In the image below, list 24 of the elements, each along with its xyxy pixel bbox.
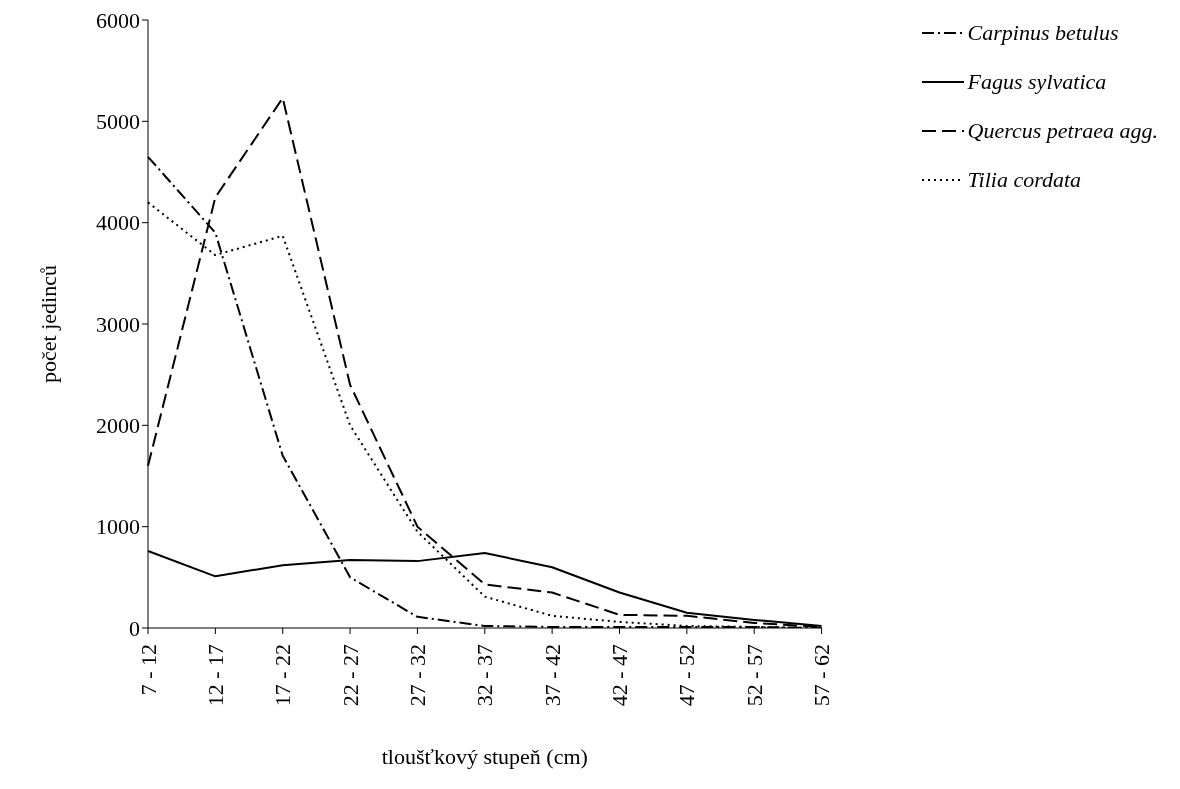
y-tick-label: 6000 [96,7,140,33]
legend-label: Tilia cordata [967,166,1082,193]
y-tick-label: 5000 [96,109,140,135]
x-axis-title: tloušťkový stupeň (cm) [381,743,588,769]
x-tick-label: 27 - 32 [404,644,430,707]
x-tick-label: 12 - 17 [202,644,228,707]
x-tick-label: 37 - 42 [539,644,565,707]
legend-label: Carpinus betulus [967,19,1119,46]
x-tick-label: 32 - 37 [472,644,498,707]
x-tick-label: 47 - 52 [674,644,700,707]
y-tick-label: 1000 [96,514,140,540]
y-tick-label: 3000 [96,311,140,337]
legend-label: Quercus petraea agg. [967,117,1158,144]
y-axis-title: počet jedinců [35,265,61,383]
y-tick-label: 4000 [96,210,140,236]
y-tick-label: 0 [129,615,140,641]
x-tick-label: 17 - 22 [270,644,296,707]
legend-label: Fagus sylvatica [967,68,1107,95]
x-tick-label: 22 - 27 [337,644,363,707]
x-tick-label: 7 - 12 [135,644,161,696]
x-tick-label: 52 - 57 [741,644,767,707]
x-tick-label: 57 - 62 [809,644,835,707]
x-tick-label: 42 - 47 [606,644,632,707]
y-tick-label: 2000 [96,413,140,439]
